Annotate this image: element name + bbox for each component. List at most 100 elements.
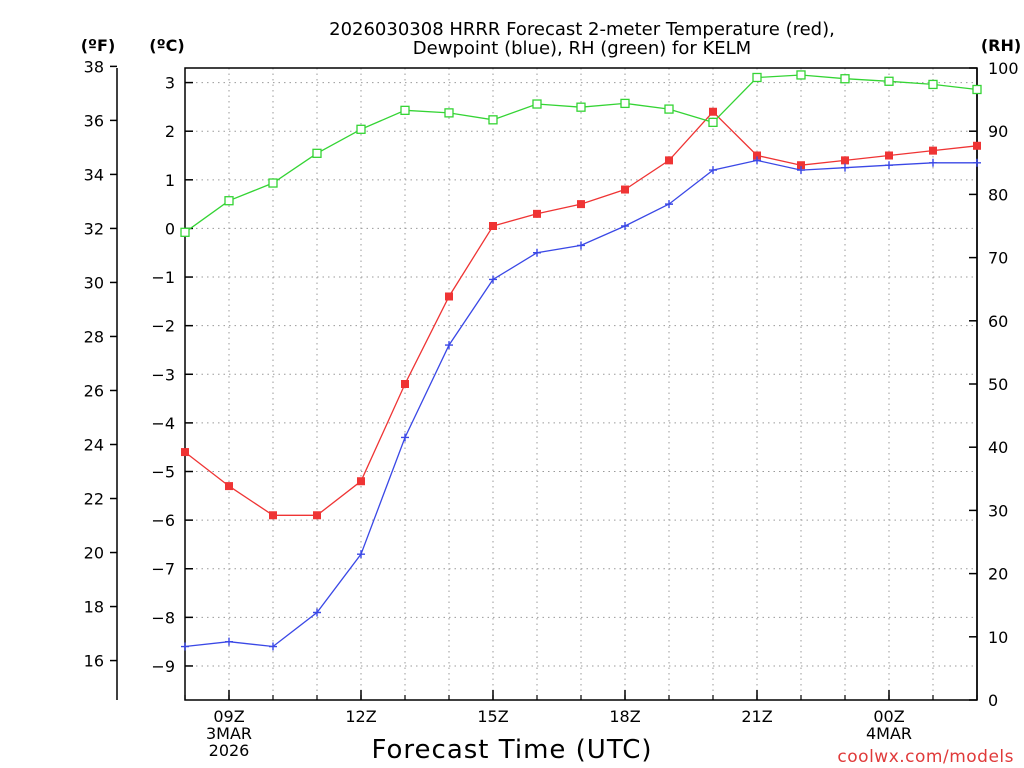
rh-point — [620, 98, 630, 109]
dewpoint-point — [489, 275, 497, 284]
fahrenheit-tick-label: 24 — [84, 435, 104, 454]
rh-point — [312, 148, 322, 158]
temperature-point — [533, 209, 541, 218]
x-tick-label: 09Z — [213, 707, 244, 726]
temperature-point — [929, 146, 937, 155]
dewpoint-point — [709, 166, 717, 175]
rh-tick-label: 40 — [988, 438, 1008, 457]
temperature-point — [841, 156, 849, 165]
temperature-point — [797, 161, 805, 170]
chart-title-line-2: Dewpoint (blue), RH (green) for KELM — [413, 38, 751, 59]
rh-point — [224, 196, 234, 206]
x-tick-label: 21Z — [741, 707, 772, 726]
dewpoint-point — [445, 341, 453, 350]
celsius-tick-label: 3 — [165, 74, 175, 93]
rh-point — [576, 102, 586, 112]
temperature-line — [184, 110, 978, 516]
fahrenheit-tick-label: 32 — [84, 219, 104, 238]
x-tick-label: 12Z — [345, 707, 376, 726]
dewpoint-point — [401, 433, 409, 442]
temperature-point — [357, 477, 365, 486]
fahrenheit-tick-label: 26 — [84, 381, 104, 400]
credit-text: coolwx.com/models — [837, 747, 1014, 767]
rh-unit-label: (RH) — [981, 36, 1021, 55]
fahrenheit-tick-label: 16 — [84, 652, 104, 671]
celsius-tick-label: −4 — [151, 414, 175, 433]
rh-point — [268, 178, 278, 188]
rh-tick-label: 70 — [988, 249, 1008, 268]
temperature-point — [709, 107, 717, 116]
temperature-point — [445, 292, 453, 301]
temperature-point — [489, 222, 497, 230]
celsius-tick-label: −3 — [151, 365, 175, 384]
celsius-tick-label: 0 — [165, 219, 175, 238]
rh-point — [752, 72, 762, 83]
celsius-tick-label: −5 — [151, 463, 175, 482]
rh-point — [400, 105, 410, 115]
x-tick-label: 3MAR — [206, 724, 252, 743]
x-tick-label: 00Z — [873, 707, 904, 726]
fahrenheit-tick-label: 28 — [84, 327, 104, 346]
x-tick-label: 4MAR — [866, 724, 912, 743]
temperature-point — [885, 151, 893, 160]
temperature-point — [225, 482, 233, 491]
axis-ticks: 3210−1−2−3−4−5−6−7−8−9383634323028262422… — [84, 57, 1019, 760]
rh-point — [796, 70, 806, 80]
dewpoint-point — [797, 166, 805, 175]
dewpoint-point — [973, 158, 981, 167]
dewpoint-point — [181, 642, 189, 651]
fahrenheit-tick-label: 38 — [84, 57, 104, 76]
series-rh — [180, 70, 982, 237]
fahrenheit-tick-label: 20 — [84, 544, 104, 563]
rh-point — [444, 108, 454, 118]
rh-point — [972, 84, 982, 95]
celsius-unit-label: (ºC) — [149, 36, 184, 55]
rh-point — [708, 117, 718, 128]
dewpoint-point — [313, 608, 321, 617]
x-axis-title: Forecast Time (UTC) — [371, 735, 652, 765]
dewpoint-point — [621, 222, 629, 230]
fahrenheit-tick-label: 22 — [84, 490, 104, 509]
celsius-tick-label: 1 — [165, 171, 175, 190]
fahrenheit-tick-label: 30 — [84, 273, 104, 292]
rh-tick-label: 80 — [988, 185, 1008, 204]
dewpoint-point — [885, 161, 893, 170]
dewpoint-point — [841, 163, 849, 172]
data-series — [180, 70, 982, 651]
rh-line — [184, 74, 978, 233]
x-tick-label: 18Z — [609, 707, 640, 726]
dewpoint-point — [225, 637, 233, 646]
celsius-tick-label: 2 — [165, 122, 175, 141]
fahrenheit-tick-label: 34 — [84, 165, 104, 184]
celsius-tick-label: −7 — [151, 560, 175, 579]
rh-point — [664, 104, 674, 114]
fahrenheit-tick-label: 18 — [84, 598, 104, 617]
rh-point — [840, 74, 850, 84]
rh-point — [488, 115, 498, 125]
rh-tick-label: 50 — [988, 375, 1008, 394]
rh-point — [180, 227, 190, 237]
series-temperature — [181, 107, 981, 520]
temperature-point — [181, 448, 189, 457]
temperature-point — [665, 156, 673, 165]
series-dewpoint — [181, 156, 981, 651]
dewpoint-point — [357, 550, 365, 559]
celsius-tick-label: −6 — [151, 511, 175, 530]
celsius-tick-label: −1 — [151, 268, 175, 287]
dewpoint-point — [929, 158, 937, 167]
dewpoint-point — [577, 241, 585, 250]
chart-title-line-1: 2026030308 HRRR Forecast 2-meter Tempera… — [329, 19, 835, 40]
rh-tick-label: 60 — [988, 312, 1008, 331]
rh-point — [884, 76, 894, 86]
rh-point — [356, 124, 366, 134]
x-tick-label: 15Z — [477, 707, 508, 726]
rh-tick-label: 20 — [988, 565, 1008, 584]
fahrenheit-tick-label: 36 — [84, 111, 104, 130]
rh-tick-label: 30 — [988, 501, 1008, 520]
temperature-point — [401, 380, 409, 388]
dewpoint-point — [533, 248, 541, 257]
rh-point — [928, 79, 938, 90]
dewpoint-point — [753, 156, 761, 165]
fahrenheit-unit-label: (ºF) — [81, 36, 116, 55]
